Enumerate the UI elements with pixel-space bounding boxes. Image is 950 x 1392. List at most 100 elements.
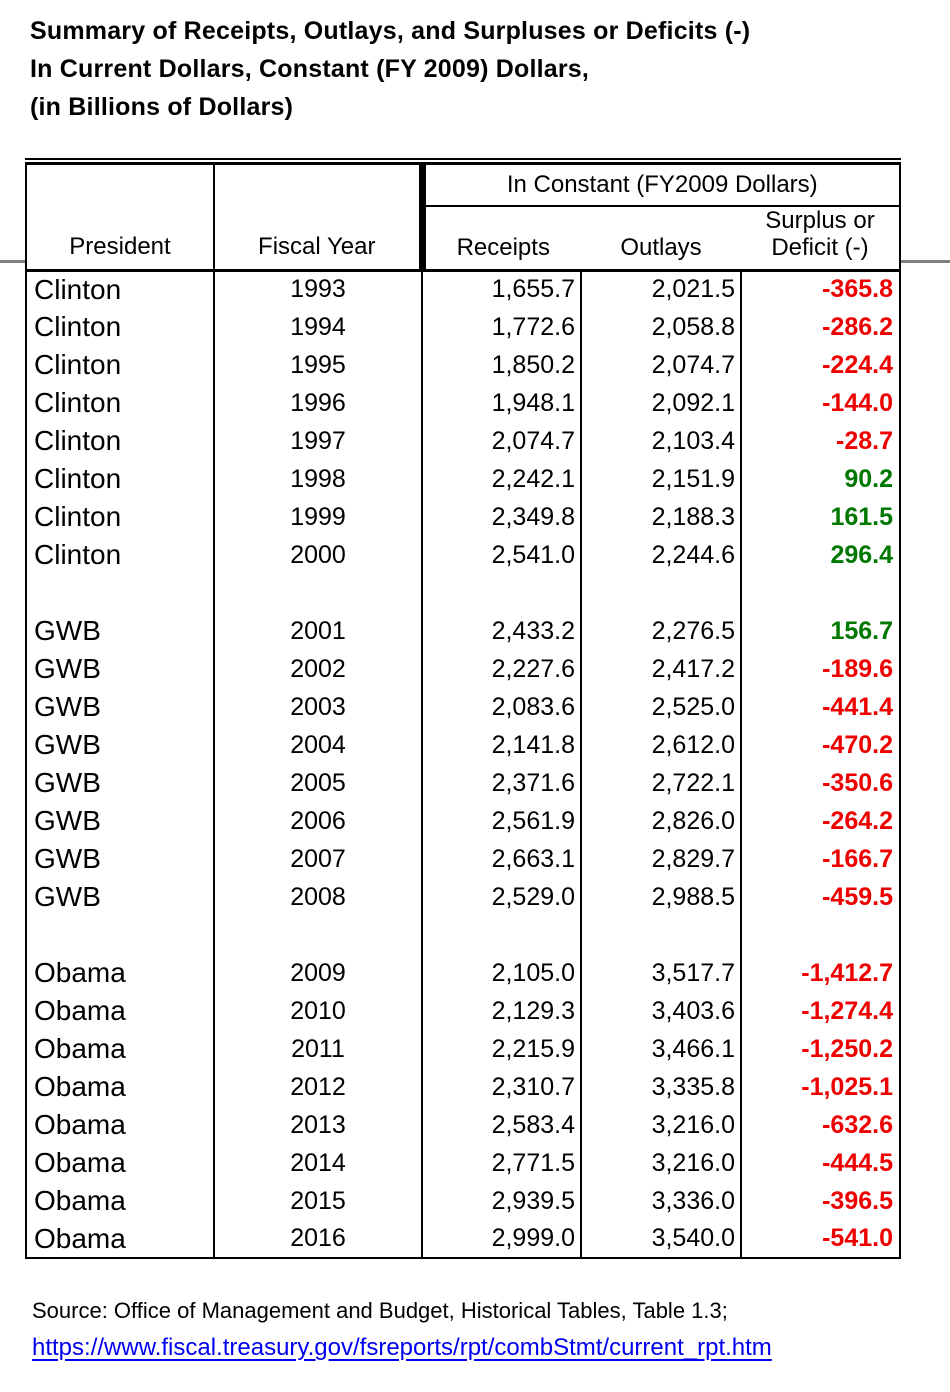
- empty-cell: [26, 916, 215, 954]
- surplus-deficit-cell: 161.5: [830, 502, 893, 531]
- empty-cell: [422, 574, 582, 612]
- president-cell: Obama: [26, 1068, 215, 1106]
- surplus-deficit-cell: -470.2: [822, 730, 893, 759]
- column-header-surplus-deficit: Surplus or Deficit (-): [741, 205, 900, 272]
- president-cell: Clinton: [26, 536, 215, 574]
- table-row: Clinton 1997 2,074.7 2,103.4 -28.7: [26, 422, 900, 460]
- column-header-outlays: Outlays: [581, 205, 741, 272]
- fiscal-year-cell: 2006: [214, 802, 423, 840]
- outlays-cell: 3,335.8: [581, 1068, 742, 1106]
- president-cell: Clinton: [26, 498, 215, 536]
- table-row: Clinton 1995 1,850.2 2,074.7 -224.4: [26, 346, 900, 384]
- table-row: Obama 2013 2,583.4 3,216.0 -632.6: [26, 1106, 900, 1144]
- receipts-cell: 2,074.7: [422, 422, 582, 460]
- surplus-deficit-cell: 296.4: [830, 540, 893, 569]
- outlays-cell: 2,417.2: [581, 650, 742, 688]
- surplus-deficit-cell: -459.5: [822, 882, 893, 911]
- title-line-3: (in Billions of Dollars): [30, 93, 294, 121]
- surplus-header-line1: Surplus or: [765, 206, 875, 234]
- table-body: Clinton 1993 1,655.7 2,021.5 -365.8 Clinton 19…: [26, 270, 900, 1258]
- table-row: Obama 2012 2,310.7 3,335.8 -1,025.1: [26, 1068, 900, 1106]
- outlays-cell: 2,244.6: [581, 536, 742, 574]
- surplus-deficit-cell: 90.2: [844, 464, 893, 493]
- outlays-cell: 3,216.0: [581, 1106, 742, 1144]
- president-cell: Obama: [26, 1106, 215, 1144]
- fiscal-year-cell: 2002: [214, 650, 423, 688]
- surplus-deficit-cell: -28.7: [836, 426, 893, 455]
- title-line-2: In Current Dollars, Constant (FY 2009) D…: [30, 55, 590, 83]
- table-row: Clinton 2000 2,541.0 2,244.6 296.4: [26, 536, 900, 574]
- receipts-cell: 1,772.6: [422, 308, 582, 346]
- table-row: GWB 2005 2,371.6 2,722.1 -350.6: [26, 764, 900, 802]
- president-cell: Obama: [26, 1220, 215, 1258]
- fiscal-year-cell: 1994: [214, 308, 423, 346]
- fiscal-year-cell: 2000: [214, 536, 423, 574]
- fiscal-year-cell: 2010: [214, 992, 423, 1030]
- president-cell: Clinton: [26, 270, 215, 308]
- president-cell: GWB: [26, 688, 215, 726]
- president-cell: Obama: [26, 1030, 215, 1068]
- fiscal-year-cell: 2001: [214, 612, 423, 650]
- outlays-cell: 2,103.4: [581, 422, 742, 460]
- column-header-receipts: Receipts: [422, 205, 581, 272]
- fiscal-year-cell: 2015: [214, 1182, 423, 1220]
- receipts-cell: 2,227.6: [422, 650, 582, 688]
- source-text: Source: Office of Management and Budget,…: [32, 1298, 728, 1323]
- president-cell: GWB: [26, 802, 215, 840]
- fiscal-year-cell: 2004: [214, 726, 423, 764]
- outlays-cell: 2,151.9: [581, 460, 742, 498]
- receipts-cell: 2,663.1: [422, 840, 582, 878]
- president-cell: Clinton: [26, 308, 215, 346]
- outlays-cell: 2,021.5: [581, 270, 742, 308]
- outlays-cell: 2,829.7: [581, 840, 742, 878]
- outlays-cell: 2,612.0: [581, 726, 742, 764]
- receipts-cell: 2,999.0: [422, 1220, 582, 1258]
- president-cell: GWB: [26, 840, 215, 878]
- surplus-deficit-cell: -144.0: [822, 388, 893, 417]
- table-row: Clinton 1999 2,349.8 2,188.3 161.5: [26, 498, 900, 536]
- outlays-cell: 3,216.0: [581, 1144, 742, 1182]
- page-title: Summary of Receipts, Outlays, and Surplu…: [30, 12, 750, 126]
- fiscal-year-cell: 2003: [214, 688, 423, 726]
- group-header-constant-dollars: In Constant (FY2009 Dollars): [422, 163, 900, 207]
- empty-cell: [581, 574, 742, 612]
- table-row: Obama 2015 2,939.5 3,336.0 -396.5: [26, 1182, 900, 1220]
- receipts-cell: 1,948.1: [422, 384, 582, 422]
- title-line-1: Summary of Receipts, Outlays, and Surplu…: [30, 17, 751, 45]
- president-cell: GWB: [26, 612, 215, 650]
- outlays-cell: 2,988.5: [581, 878, 742, 916]
- source-link[interactable]: https://www.fiscal.treasury.gov/fsreport…: [32, 1334, 772, 1361]
- table-row: Obama 2014 2,771.5 3,216.0 -444.5: [26, 1144, 900, 1182]
- receipts-cell: 2,433.2: [422, 612, 582, 650]
- outlays-cell: 2,188.3: [581, 498, 742, 536]
- table-row: Clinton 1998 2,242.1 2,151.9 90.2: [26, 460, 900, 498]
- outlays-cell: 2,074.7: [581, 346, 742, 384]
- president-cell: Obama: [26, 992, 215, 1030]
- table-row: Clinton 1993 1,655.7 2,021.5 -365.8: [26, 270, 900, 308]
- spacer-row: [26, 916, 900, 954]
- receipts-cell: 2,310.7: [422, 1068, 582, 1106]
- column-header-fiscal-year: Fiscal Year: [214, 163, 426, 272]
- receipts-cell: 2,529.0: [422, 878, 582, 916]
- receipts-cell: 2,215.9: [422, 1030, 582, 1068]
- outlays-cell: 2,722.1: [581, 764, 742, 802]
- receipts-cell: 2,771.5: [422, 1144, 582, 1182]
- receipts-cell: 2,105.0: [422, 954, 582, 992]
- surplus-deficit-cell: -444.5: [822, 1148, 893, 1177]
- table-row: GWB 2002 2,227.6 2,417.2 -189.6: [26, 650, 900, 688]
- surplus-deficit-cell: -224.4: [822, 350, 893, 379]
- surplus-deficit-cell: -166.7: [822, 844, 893, 873]
- table-row: Obama 2009 2,105.0 3,517.7 -1,412.7: [26, 954, 900, 992]
- budget-table-wrap: President Fiscal Year In Constant (FY200…: [25, 158, 901, 1259]
- budget-table: President Fiscal Year In Constant (FY200…: [25, 162, 901, 1259]
- surplus-deficit-cell: -632.6: [822, 1110, 893, 1139]
- fiscal-year-cell: 1993: [214, 270, 423, 308]
- outlays-cell: 2,276.5: [581, 612, 742, 650]
- receipts-cell: 2,541.0: [422, 536, 582, 574]
- fiscal-year-cell: 2005: [214, 764, 423, 802]
- receipts-cell: 2,083.6: [422, 688, 582, 726]
- surplus-deficit-cell: -1,274.4: [801, 996, 893, 1025]
- receipts-cell: 2,939.5: [422, 1182, 582, 1220]
- surplus-deficit-cell: -350.6: [822, 768, 893, 797]
